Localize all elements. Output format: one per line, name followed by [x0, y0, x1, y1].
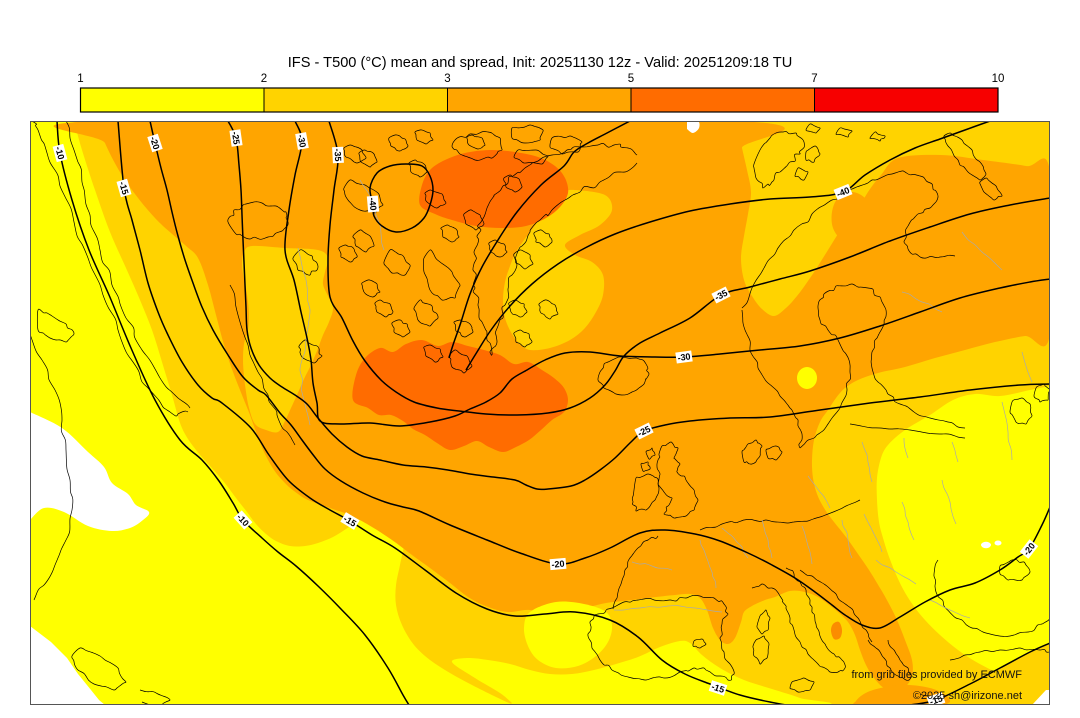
svg-text:-25: -25 — [230, 131, 242, 145]
svg-text:-15: -15 — [710, 681, 725, 695]
svg-text:1: 1 — [77, 73, 83, 85]
svg-text:10: 10 — [992, 73, 1005, 85]
svg-text:-20: -20 — [148, 135, 162, 150]
svg-text:-30: -30 — [296, 134, 308, 149]
svg-text:-40: -40 — [367, 197, 378, 211]
svg-text:-10: -10 — [53, 145, 66, 160]
svg-text:-15: -15 — [928, 693, 944, 705]
svg-text:2: 2 — [261, 73, 267, 85]
svg-text:-20: -20 — [551, 559, 565, 570]
svg-text:-15: -15 — [117, 180, 130, 195]
svg-text:-40: -40 — [835, 185, 851, 199]
svg-text:-30: -30 — [677, 351, 691, 363]
svg-text:7: 7 — [811, 73, 817, 85]
svg-text:3: 3 — [444, 73, 450, 85]
svg-text:5: 5 — [628, 73, 634, 85]
svg-text:-35: -35 — [332, 148, 343, 162]
